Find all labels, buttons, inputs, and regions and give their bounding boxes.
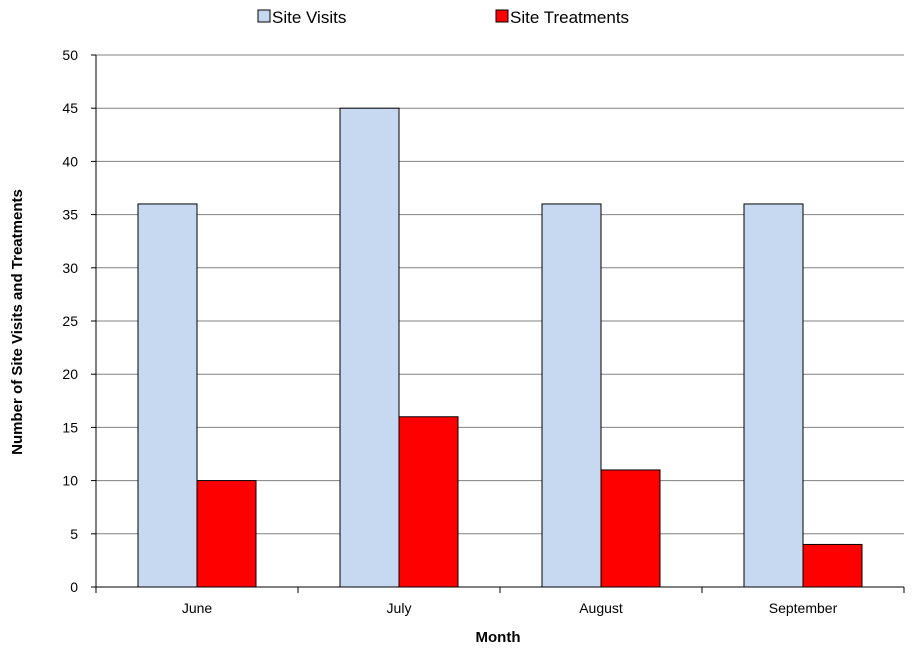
bar-site-visits bbox=[541, 203, 602, 588]
y-axis-title: Number of Site Visits and Treatments bbox=[9, 189, 26, 455]
legend: Site Visits Site Treatments bbox=[257, 8, 629, 27]
bars bbox=[137, 107, 863, 588]
axes bbox=[91, 54, 905, 593]
bar-site-visits bbox=[339, 107, 400, 588]
bar-site-treatments bbox=[600, 469, 661, 588]
y-tick-label: 30 bbox=[62, 260, 78, 276]
bar-site-visits bbox=[137, 203, 198, 588]
bar-site-treatments bbox=[398, 416, 459, 588]
y-tick-label: 20 bbox=[62, 366, 78, 382]
x-tick-label: July bbox=[387, 600, 412, 616]
legend-swatch bbox=[495, 9, 509, 23]
y-tick-label: 25 bbox=[62, 313, 78, 329]
x-tick-label: September bbox=[769, 600, 838, 616]
y-tick-label: 0 bbox=[70, 579, 78, 595]
y-tick-label: 40 bbox=[62, 153, 78, 169]
x-tick-label: August bbox=[579, 600, 623, 616]
x-axis-title: Month bbox=[476, 629, 521, 646]
y-tick-label: 15 bbox=[62, 419, 78, 435]
y-tick-label: 10 bbox=[62, 473, 78, 489]
legend-label: Site Treatments bbox=[510, 8, 629, 27]
y-tick-label: 45 bbox=[62, 100, 78, 116]
bar-site-treatments bbox=[196, 480, 257, 588]
legend-swatch bbox=[257, 9, 271, 23]
y-tick-label: 5 bbox=[70, 526, 78, 542]
bar-site-visits bbox=[743, 203, 804, 588]
y-tick-label: 50 bbox=[62, 47, 78, 63]
x-tick-label: June bbox=[182, 600, 213, 616]
x-tick-labels: June July August September bbox=[182, 600, 838, 616]
y-tick-label: 35 bbox=[62, 207, 78, 223]
y-tick-labels: 0 5 10 15 20 25 30 35 40 45 50 bbox=[62, 47, 78, 595]
bar-site-treatments bbox=[802, 543, 863, 588]
legend-label: Site Visits bbox=[272, 8, 346, 27]
